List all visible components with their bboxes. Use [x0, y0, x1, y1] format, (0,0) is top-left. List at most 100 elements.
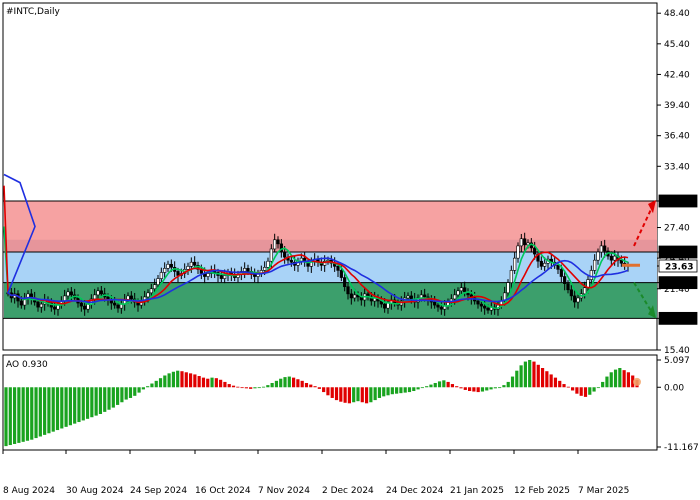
ao-bar-91 — [395, 387, 399, 394]
candle-body-166 — [559, 269, 563, 277]
ao-bar-24 — [107, 387, 111, 410]
ao-tick-label-0: 5.097 — [664, 356, 690, 366]
ao-bar-94 — [407, 387, 412, 393]
ao-bar-34 — [150, 383, 154, 388]
arrow-down-head — [648, 305, 656, 319]
candle-body-165 — [556, 264, 560, 270]
candle-body-168 — [566, 283, 570, 291]
ao-bar-102 — [442, 380, 446, 388]
candle-body-4 — [19, 300, 23, 306]
date-axis: 8 Aug 2024 30 Aug 2024 24 Sep 2024 16 Oct 2… — [2, 450, 629, 496]
candle-body-129 — [436, 304, 440, 308]
ao-bar-87 — [377, 387, 382, 398]
ao-bar-89 — [386, 387, 390, 396]
ao-bar-108 — [467, 387, 472, 392]
ao-bar-54 — [236, 386, 240, 388]
ao-bar-76 — [330, 387, 334, 398]
candle-body-83 — [283, 251, 287, 258]
ao-bar-122 — [528, 359, 532, 388]
arrow-up-head — [648, 199, 656, 214]
ao-bar-17 — [77, 387, 81, 423]
ao-bar-96 — [416, 387, 420, 390]
candle-body-151 — [509, 270, 513, 283]
candle-body-77 — [263, 267, 267, 271]
ao-bar-127 — [549, 374, 553, 388]
x-tick-label-3: 16 Oct 2024 — [195, 486, 251, 496]
ao-bar-31 — [137, 387, 141, 393]
ao-bar-23 — [103, 387, 107, 412]
candle-body-160 — [539, 260, 543, 267]
ao-bar-85 — [369, 387, 373, 403]
ao-bar-119 — [515, 370, 519, 388]
ao-bar-59 — [257, 387, 261, 389]
candle-body-9 — [36, 301, 40, 308]
arrow-up-line — [633, 204, 654, 247]
x-tick-label-4: 7 Nov 2024 — [258, 486, 310, 496]
candle-body-181 — [609, 255, 613, 261]
candle-body-42 — [146, 292, 150, 298]
candle-body-175 — [589, 270, 593, 280]
candle-body-153 — [516, 245, 520, 259]
ma-blue-line — [3, 173, 629, 304]
ao-bar-86 — [373, 387, 377, 401]
ao-bar-140 — [605, 376, 609, 388]
candle-body-33 — [116, 304, 120, 309]
ao-bar-100 — [433, 382, 437, 388]
ao-bar-103 — [446, 381, 450, 388]
level-label-bg-10 — [658, 259, 698, 273]
level-label-11: 22.00 — [665, 279, 693, 289]
x-tick-label-0: 8 Aug 2024 — [3, 486, 55, 496]
ao-bar-51 — [223, 381, 227, 388]
y-tick-label-14: 15.40 — [664, 346, 690, 356]
ao-bar-143 — [618, 368, 622, 388]
candle-body-154 — [519, 238, 523, 247]
ao-bar-98 — [425, 386, 429, 388]
ao-bar-142 — [613, 369, 618, 388]
ao-bar-141 — [609, 372, 613, 388]
candle-body-100 — [339, 270, 343, 278]
ao-bar-84 — [364, 387, 369, 404]
x-tick-label-2: 24 Sep 2024 — [130, 486, 187, 496]
ao-bar-18 — [81, 387, 85, 421]
ao-bar-6 — [30, 387, 34, 440]
candle-body-46 — [159, 272, 163, 279]
ao-bar-8 — [38, 387, 42, 437]
candle-body-173 — [583, 287, 587, 295]
ao-bar-58 — [253, 387, 257, 389]
ao-bar-107 — [463, 387, 467, 390]
candle-body-155 — [523, 238, 527, 246]
ao-bar-47 — [206, 378, 210, 388]
candle-body-114 — [386, 302, 390, 309]
level-label-bg-11 — [658, 276, 698, 290]
ao-bar-2 — [12, 387, 17, 444]
ao-bar-83 — [360, 387, 364, 403]
ao-bar-71 — [309, 384, 313, 388]
ao-bar-29 — [128, 387, 133, 398]
ao-bar-116 — [502, 385, 506, 388]
ao-bar-95 — [412, 387, 416, 392]
ao-bar-70 — [304, 382, 309, 388]
ao-bar-124 — [536, 364, 540, 388]
candle-body-158 — [533, 247, 537, 255]
ao-bar-14 — [64, 387, 68, 427]
candle-body-56 — [193, 261, 197, 266]
candle-body-134 — [453, 294, 457, 300]
candle-body-44 — [153, 284, 157, 290]
candle-body-184 — [619, 259, 623, 264]
ao-bar-69 — [300, 380, 304, 388]
ao-bar-9 — [43, 387, 47, 435]
ao-bar-133 — [575, 387, 579, 394]
y-tick-label-12: 21.40 — [664, 285, 690, 295]
level-label-6: 30.00 — [665, 197, 693, 207]
candle-body-79 — [269, 248, 273, 262]
y-tick-label-1: 45.40 — [664, 40, 690, 50]
candle-body-72 — [246, 268, 250, 272]
candle-body-51 — [176, 271, 180, 276]
ao-bar-5 — [25, 387, 30, 441]
ao-bar-41 — [180, 371, 184, 388]
candle-body-48 — [166, 263, 170, 269]
ao-bar-115 — [498, 387, 502, 389]
candle-body-128 — [433, 301, 437, 306]
candle-body-47 — [163, 268, 167, 273]
ao-bar-131 — [566, 386, 570, 388]
